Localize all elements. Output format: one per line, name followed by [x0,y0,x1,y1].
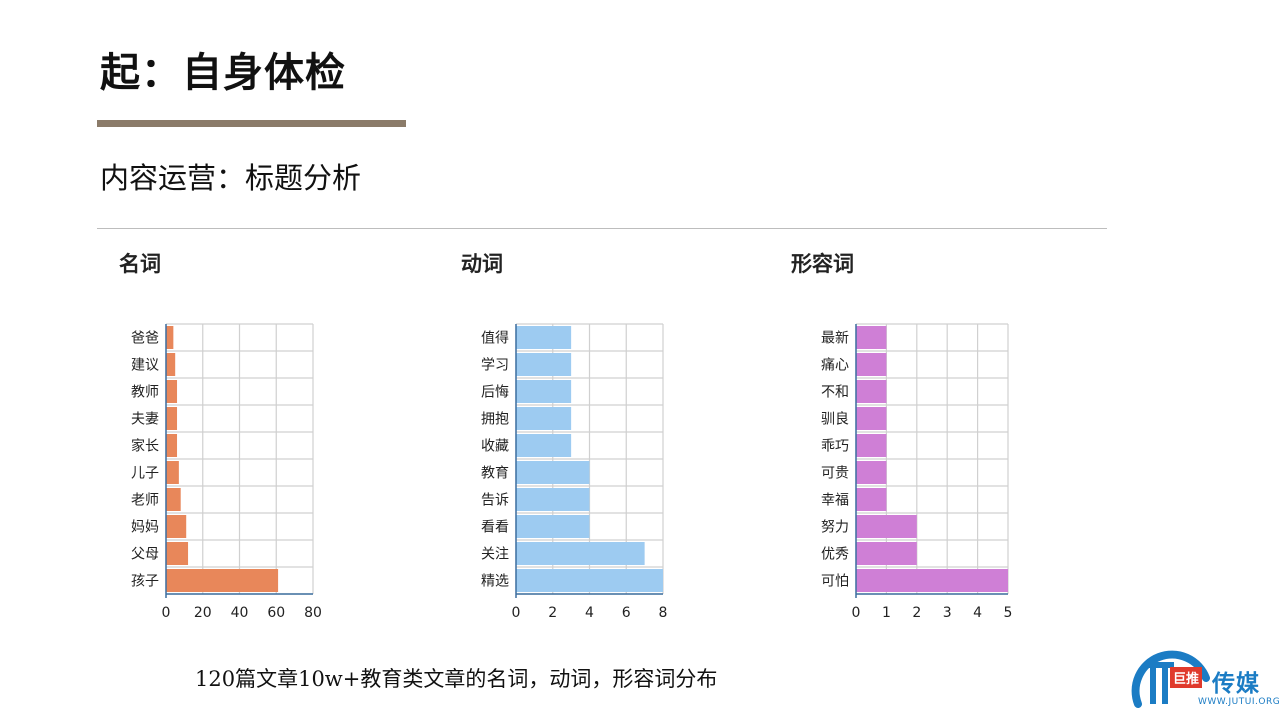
category-label: 可怕 [821,574,849,590]
category-label: 孩子 [131,574,159,590]
category-label: 精选 [481,574,509,590]
category-label: 关注 [481,547,509,563]
x-tick-label: 2 [548,605,557,621]
logo-chip: 巨推 [1170,667,1203,688]
bar [856,353,887,376]
chart-title-adjective: 形容词 [791,252,854,276]
bar [856,461,887,484]
logo-name: 传媒 [1212,671,1260,697]
chart-title-noun: 名词 [119,252,161,276]
bar [166,380,178,403]
category-label: 乖巧 [821,439,849,455]
x-tick-label: 4 [585,605,594,621]
bar [166,515,187,538]
category-label: 告诉 [481,493,509,509]
x-tick-label: 0 [162,605,171,621]
category-label: 痛心 [821,357,849,374]
bar [856,569,1008,592]
category-label: 学习 [481,358,509,374]
section-divider [97,228,1107,229]
category-label: 收藏 [481,439,509,455]
x-tick-label: 6 [622,605,631,621]
category-label: 幸福 [821,493,849,509]
bar [516,434,572,457]
x-tick-label: 60 [267,605,285,621]
bar [516,569,663,592]
category-label: 不和 [821,385,849,401]
x-tick-label: 2 [912,605,921,621]
bar [166,461,179,484]
x-tick-label: 80 [304,605,322,621]
bar [166,326,174,349]
category-label: 父母 [131,547,159,563]
logo-url: WWW.JUTUI.ORG [1198,697,1280,707]
x-tick-label: 5 [1004,605,1013,621]
category-label: 建议 [131,358,159,374]
bar [856,434,887,457]
bar [516,542,645,565]
page-title: 起：自身体检 [100,50,346,96]
bar [166,542,189,565]
category-label: 家长 [131,438,159,455]
bar [856,326,887,349]
category-label: 妈妈 [131,520,159,536]
bar [516,353,572,376]
bar [856,488,887,511]
x-tick-label: 0 [512,605,521,621]
category-label: 爸爸 [131,331,159,347]
bar [166,434,178,457]
chart-caption: 120篇文章10w+教育类文章的名词，动词，形容词分布 [195,667,718,691]
category-label: 儿子 [131,466,159,482]
bar [166,488,181,511]
bar [166,569,279,592]
category-label: 教育 [481,466,509,482]
chart-title-verb: 动词 [461,252,503,276]
category-label: 优秀 [821,547,849,563]
bar [516,326,572,349]
x-tick-label: 4 [973,605,982,621]
bar [166,353,176,376]
x-tick-label: 8 [659,605,668,621]
category-label: 值得 [481,330,509,347]
category-label: 看看 [481,520,509,536]
bar [516,488,590,511]
x-tick-label: 40 [231,605,249,621]
x-tick-label: 3 [943,605,952,621]
category-label: 后悔 [481,385,509,401]
category-label: 可贵 [821,466,849,482]
title-underline [97,120,406,127]
bar [856,542,917,565]
category-label: 最新 [821,331,849,347]
bar [856,380,887,403]
x-tick-label: 20 [194,605,212,621]
category-label: 努力 [821,520,849,536]
category-label: 拥抱 [481,412,509,428]
bar [516,461,590,484]
category-label: 老师 [131,493,159,509]
x-tick-label: 0 [852,605,861,621]
bar [516,407,572,430]
bar [516,380,572,403]
x-tick-label: 1 [882,605,891,621]
bar [856,515,917,538]
bar [166,407,178,430]
category-label: 教师 [131,385,159,401]
bar [516,515,590,538]
category-label: 驯良 [821,412,849,428]
category-label: 夫妻 [131,412,159,428]
brand-logo [1131,650,1210,708]
page-subtitle: 内容运营：标题分析 [100,161,362,195]
bar [856,407,887,430]
